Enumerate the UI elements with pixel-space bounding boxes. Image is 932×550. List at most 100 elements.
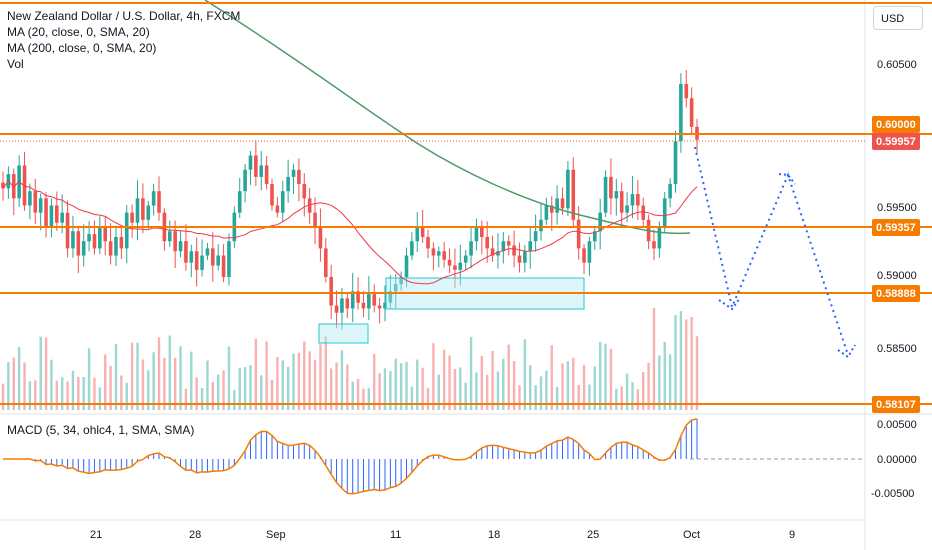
candle-body bbox=[135, 198, 140, 223]
time-tick: Oct bbox=[683, 529, 700, 541]
level-tag-0.59357 bbox=[872, 219, 920, 236]
volume-bar bbox=[496, 371, 500, 410]
volume-bar bbox=[674, 315, 677, 410]
volume-bar bbox=[512, 361, 516, 410]
candle-body bbox=[512, 245, 516, 256]
candle-body bbox=[436, 251, 441, 256]
volume-bar bbox=[572, 357, 575, 410]
candle-body bbox=[447, 259, 452, 266]
candle-body bbox=[458, 262, 463, 270]
candle-body bbox=[474, 226, 479, 242]
candle-body bbox=[184, 241, 188, 263]
candle-body bbox=[549, 205, 554, 213]
volume-bar bbox=[130, 342, 134, 410]
volume-bar bbox=[66, 381, 69, 410]
candle-body bbox=[76, 231, 81, 256]
ma200-legend[interactable]: MA (200, close, 0, SMA, 20) bbox=[7, 41, 157, 55]
volume-bar bbox=[152, 352, 155, 410]
volume-bar bbox=[609, 348, 613, 410]
last-price-tag-text: 0.59957 bbox=[876, 136, 916, 148]
volume-bar bbox=[265, 341, 268, 410]
currency-button[interactable]: USD bbox=[873, 6, 923, 30]
volume-bar bbox=[518, 385, 521, 410]
candle-body bbox=[55, 205, 59, 223]
volume-bar bbox=[77, 376, 80, 410]
volume-bar bbox=[217, 374, 220, 410]
candle-body bbox=[662, 198, 667, 227]
candle-body bbox=[151, 191, 156, 206]
volume-bar bbox=[39, 336, 42, 410]
candle-body bbox=[356, 291, 360, 303]
candle-body bbox=[528, 241, 533, 252]
volume-bar bbox=[82, 377, 85, 410]
candle-body bbox=[340, 298, 344, 313]
candle-body bbox=[383, 302, 387, 309]
candle-body bbox=[657, 226, 662, 249]
volume-bar bbox=[480, 355, 484, 410]
ma20-legend[interactable]: MA (20, close, 0, SMA, 20) bbox=[7, 25, 150, 39]
volume-bars bbox=[1, 308, 699, 410]
candle-body bbox=[345, 298, 350, 309]
vol-legend[interactable]: Vol bbox=[7, 57, 24, 71]
volume-bar bbox=[200, 387, 204, 410]
time-tick: 9 bbox=[789, 529, 795, 541]
candle-body bbox=[501, 241, 506, 252]
price-tick: 0.59000 bbox=[877, 270, 917, 282]
volume-bar bbox=[539, 376, 543, 410]
volume-bar bbox=[555, 387, 559, 410]
candle-body bbox=[593, 231, 597, 242]
volume-bar bbox=[55, 380, 58, 410]
candle-body bbox=[625, 205, 629, 213]
macd-legend[interactable]: MACD (5, 34, ohlc4, 1, SMA, SMA) bbox=[7, 423, 195, 437]
volume-bar bbox=[604, 343, 607, 410]
price-tick: 0.59500 bbox=[877, 202, 917, 214]
volume-bar bbox=[416, 359, 419, 410]
volume-bar bbox=[157, 337, 161, 410]
volume-bar bbox=[292, 353, 295, 410]
volume-bar bbox=[432, 343, 435, 410]
candle-body bbox=[490, 248, 495, 256]
volume-bar bbox=[695, 336, 699, 410]
volume-bar bbox=[297, 352, 301, 410]
volume-bar bbox=[276, 356, 279, 410]
volume-bar bbox=[286, 366, 290, 410]
volume-bar bbox=[1, 383, 5, 410]
candle-body bbox=[668, 184, 672, 199]
candle-body bbox=[60, 212, 64, 223]
candle-body bbox=[367, 294, 371, 309]
candle-body bbox=[582, 248, 586, 263]
volume-bar bbox=[7, 362, 10, 410]
candle-body bbox=[453, 265, 457, 270]
volume-bar bbox=[448, 355, 451, 410]
candle-body bbox=[227, 241, 231, 277]
candle-body bbox=[291, 169, 296, 177]
candle-body bbox=[372, 294, 377, 306]
volume-bar bbox=[141, 359, 145, 410]
candle-body bbox=[619, 191, 624, 213]
candle-body bbox=[566, 169, 570, 209]
candle-body bbox=[173, 231, 177, 252]
candle-body bbox=[598, 212, 602, 232]
candle-body bbox=[480, 226, 484, 237]
volume-bar bbox=[109, 365, 112, 410]
candle-body bbox=[684, 83, 689, 99]
candle-body bbox=[259, 165, 264, 177]
volume-bar bbox=[615, 388, 618, 410]
volume-bar bbox=[534, 385, 537, 410]
symbol-title[interactable]: New Zealand Dollar / U.S. Dollar, 4h, FX… bbox=[7, 9, 241, 23]
volume-bar bbox=[383, 368, 387, 410]
volume-bar bbox=[405, 361, 408, 410]
candle-body bbox=[254, 155, 258, 177]
volume-bar bbox=[34, 380, 37, 410]
candle-body bbox=[178, 241, 183, 252]
volume-bar bbox=[652, 308, 656, 410]
candle-body bbox=[65, 212, 70, 249]
projection-arrow-3 bbox=[837, 344, 856, 359]
volume-bar bbox=[459, 367, 462, 410]
candle-body bbox=[517, 255, 522, 263]
candle-body bbox=[415, 226, 420, 242]
volume-bar bbox=[319, 344, 322, 410]
volume-bar bbox=[98, 387, 102, 410]
volume-bar bbox=[120, 375, 123, 410]
